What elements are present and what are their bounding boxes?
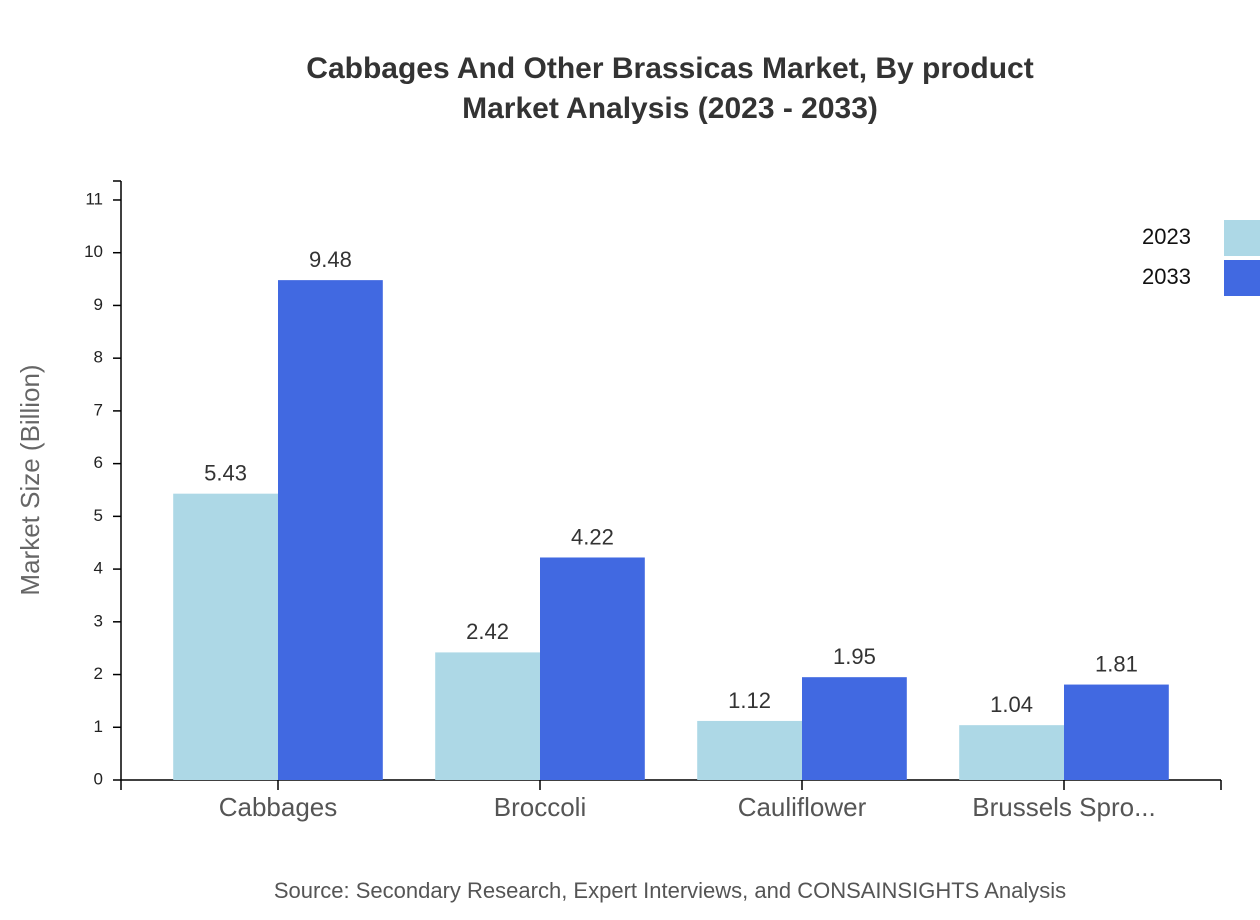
y-tick-label: 1: [94, 717, 103, 736]
value-label: 2.42: [466, 619, 509, 644]
value-label: 1.95: [833, 644, 876, 669]
x-tick-label: Cauliflower: [738, 792, 867, 822]
bar: [435, 652, 540, 780]
value-label: 5.43: [204, 460, 247, 485]
x-tick-label: Broccoli: [494, 792, 586, 822]
y-axis-title: Market Size (Billion): [15, 364, 45, 595]
legend-swatch: [1224, 220, 1260, 256]
y-tick-label: 2: [94, 664, 103, 683]
legend-swatch: [1224, 260, 1260, 296]
bar: [278, 280, 383, 780]
bar: [540, 557, 645, 780]
legend-label: 2023: [1142, 224, 1191, 249]
y-tick-label: 10: [84, 242, 103, 261]
y-tick-label: 8: [94, 348, 103, 367]
y-tick-label: 3: [94, 611, 103, 630]
bar: [697, 720, 802, 780]
y-tick-label: 11: [85, 189, 103, 208]
y-tick-label: 5: [94, 506, 103, 525]
value-label: 1.81: [1095, 651, 1138, 676]
legend-label: 2033: [1142, 264, 1191, 289]
value-label: 9.48: [309, 247, 352, 272]
chart-subtitle: Market Analysis (2023 - 2033): [462, 92, 878, 125]
x-tick-label: Cabbages: [219, 792, 338, 822]
y-tick-label: 6: [94, 453, 103, 472]
x-tick-label: Brussels Spro...: [972, 792, 1156, 822]
y-tick-label: 4: [94, 559, 103, 578]
bar: [1064, 684, 1169, 780]
y-tick-label: 7: [94, 400, 103, 419]
bar: [959, 725, 1064, 780]
y-tick-label: 0: [94, 769, 103, 788]
value-label: 1.12: [728, 688, 771, 713]
chart-title: Cabbages And Other Brassicas Market, By …: [306, 52, 1033, 85]
bar: [802, 677, 907, 780]
value-label: 4.22: [571, 524, 614, 549]
bar: [173, 493, 278, 780]
value-label: 1.04: [990, 692, 1033, 717]
source-note: Source: Secondary Research, Expert Inter…: [274, 878, 1066, 903]
y-tick-label: 9: [94, 295, 103, 314]
